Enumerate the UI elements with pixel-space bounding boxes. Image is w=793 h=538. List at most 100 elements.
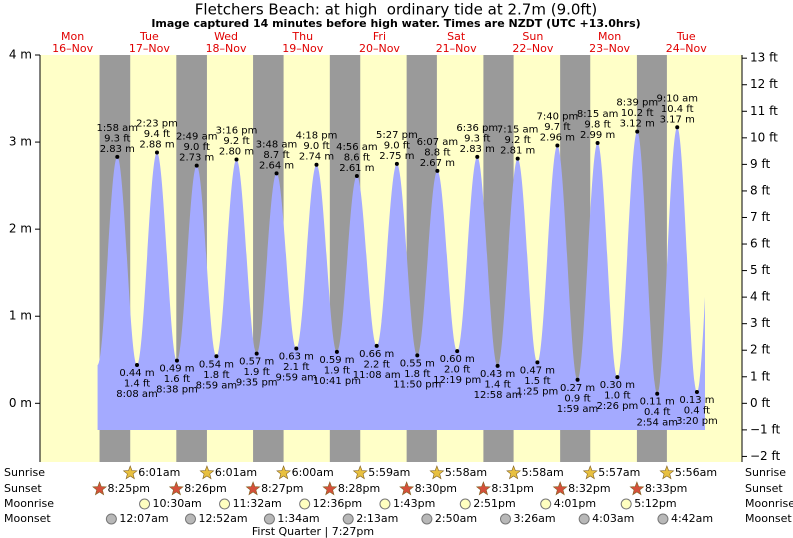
tide-point: [194, 163, 199, 168]
plot: 2.83 m9.3 ft1:58 am0.44 m1.4 ft8:08 am2.…: [97, 93, 718, 430]
height-ft-label: 8.6 ft: [344, 153, 370, 164]
y2-tick-label: −2 ft: [750, 449, 781, 463]
height-m-label: 3.17 m: [660, 114, 695, 125]
row-time: 5:58am: [445, 466, 487, 479]
height-m-label: 3.12 m: [620, 119, 655, 130]
tide-time-label: 2:26 pm: [596, 401, 638, 412]
row-time: 5:58am: [522, 466, 564, 479]
height-ft-label: 2.0 ft: [444, 365, 470, 376]
sun-icon: [276, 465, 292, 480]
height-ft-label: 1.9 ft: [244, 367, 270, 378]
y-tick-label: 1 m: [9, 309, 32, 323]
tide-time-label: 9:35 pm: [236, 378, 278, 389]
height-m-label: 0.60 m: [440, 354, 475, 365]
y2-tick-label: 4 ft: [750, 290, 770, 304]
height-ft-label: 1.4 ft: [124, 378, 150, 389]
moon-icon: [620, 498, 632, 510]
row-time: 8:28pm: [338, 482, 380, 495]
row-time: 6:01am: [138, 466, 180, 479]
row-time: 11:32am: [233, 497, 282, 510]
row-label: Moonset: [4, 512, 51, 525]
tide-time-label: 5:27 pm: [376, 130, 418, 141]
sun-icon: [122, 465, 138, 480]
height-m-label: 2.83 m: [100, 144, 135, 155]
height-ft-label: 1.4 ft: [484, 379, 510, 390]
row-time: 5:57am: [598, 466, 640, 479]
y2-tick-label: −1 ft: [750, 422, 781, 436]
sun-icon: [582, 465, 598, 480]
height-ft-label: 1.5 ft: [524, 376, 550, 387]
sun-icon: [352, 465, 368, 480]
day-date: 23–Nov: [589, 42, 630, 55]
day-date: 21–Nov: [436, 42, 477, 55]
moon-icon: [499, 513, 511, 525]
day-name: Tue: [676, 30, 696, 43]
day-name: Sat: [447, 30, 466, 43]
moon-icon: [379, 498, 391, 510]
tide-time-label: 8:59 am: [196, 380, 238, 391]
tide-time-label: 2:23 pm: [136, 119, 178, 130]
row-time: 6:00am: [292, 466, 334, 479]
height-m-label: 0.57 m: [239, 357, 274, 368]
tide-time-label: 11:50 pm: [393, 379, 441, 390]
tide-point: [115, 154, 120, 159]
tide-point: [595, 140, 600, 145]
row-time: 8:27pm: [261, 482, 303, 495]
tide-point: [495, 363, 500, 368]
row-time: 3:26am: [513, 512, 555, 525]
tide-area: [97, 127, 705, 430]
tide-time-label: 10:41 pm: [313, 376, 361, 387]
height-m-label: 2.64 m: [259, 160, 294, 171]
day-name: Fri: [373, 30, 386, 43]
height-m-label: 2.80 m: [219, 146, 254, 157]
row-time: 5:56am: [675, 466, 717, 479]
moon-icon: [657, 513, 669, 525]
day-name: Thu: [291, 30, 313, 43]
tide-point: [214, 354, 219, 359]
tide-time-label: 3:48 am: [256, 139, 298, 150]
height-ft-label: 0.9 ft: [564, 393, 590, 404]
height-m-label: 0.59 m: [319, 355, 354, 366]
day-date: 19–Nov: [282, 42, 323, 55]
row-time: 8:25pm: [108, 482, 150, 495]
tide-point: [694, 389, 699, 394]
y2-tick-label: 5 ft: [750, 263, 770, 277]
height-m-label: 2.67 m: [420, 158, 455, 169]
tide-time-label: 6:07 am: [417, 137, 459, 148]
day-name: Sun: [522, 30, 543, 43]
tide-point: [655, 391, 660, 396]
tide-time-label: 7:40 pm: [537, 112, 579, 123]
height-ft-label: 2.2 ft: [364, 359, 390, 370]
tide-point: [475, 154, 480, 159]
y2-tick-label: 9 ft: [750, 157, 770, 171]
height-ft-label: 9.2 ft: [505, 135, 531, 146]
row-time: 6:01am: [215, 466, 257, 479]
height-m-label: 0.47 m: [520, 365, 555, 376]
tide-point: [535, 360, 540, 365]
height-ft-label: 8.8 ft: [424, 147, 450, 158]
sun-icon: [322, 481, 338, 496]
row-time: 2:51pm: [473, 497, 515, 510]
day-date: 18–Nov: [206, 42, 247, 55]
tide-time-label: 2:54 am: [636, 418, 678, 429]
y2-tick-label: 1 ft: [750, 369, 770, 383]
sun-icon: [506, 465, 522, 480]
height-m-label: 0.55 m: [400, 358, 435, 369]
row-time: 10:30am: [153, 497, 202, 510]
row-time: 5:12pm: [634, 497, 676, 510]
y2-tick-label: 12 ft: [750, 77, 778, 91]
moon-icon: [421, 513, 433, 525]
y2-tick-label: 2 ft: [750, 343, 770, 357]
moon-icon: [342, 513, 354, 525]
height-ft-label: 9.8 ft: [584, 119, 610, 130]
row-label: Sunrise: [745, 466, 786, 479]
height-m-label: 0.13 m: [679, 395, 714, 406]
row-label: Moonset: [745, 512, 792, 525]
row-time: 12:52am: [198, 512, 247, 525]
tide-time-label: 1:25 pm: [517, 386, 559, 397]
height-ft-label: 10.2 ft: [621, 108, 654, 119]
sun-icon: [399, 481, 415, 496]
tide-time-label: 7:15 am: [497, 125, 539, 136]
tide-point: [435, 168, 440, 173]
y2-tick-label: 6 ft: [750, 237, 770, 251]
